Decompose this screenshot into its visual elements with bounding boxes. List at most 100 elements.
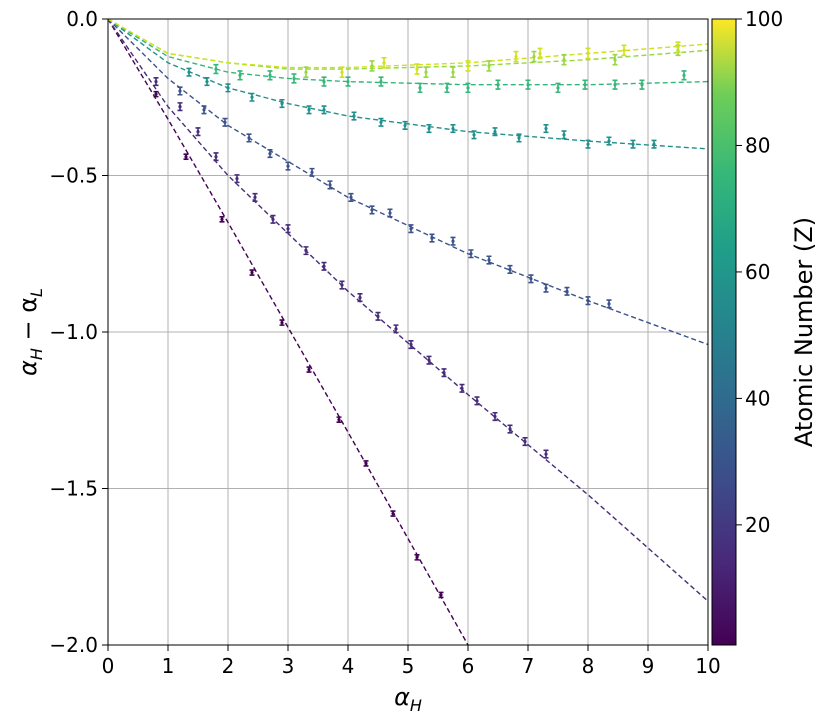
colorbar-label: Atomic Number (Z) <box>790 217 818 447</box>
point <box>370 208 374 212</box>
point <box>487 64 491 68</box>
colorbar-tick-label: 80 <box>745 133 770 157</box>
x-tick-label: 7 <box>522 654 535 678</box>
x-label-part: α <box>394 683 410 711</box>
x-tick-label: 10 <box>695 654 720 678</box>
point <box>430 236 434 240</box>
point <box>268 151 272 156</box>
point <box>538 51 542 56</box>
point <box>586 51 590 56</box>
point <box>556 86 560 90</box>
point <box>424 70 428 74</box>
x-tick-label: 2 <box>222 654 235 678</box>
point <box>493 130 497 134</box>
point <box>472 133 476 137</box>
point <box>379 120 383 124</box>
point <box>271 217 275 221</box>
point <box>370 64 374 68</box>
fit-line <box>107 18 709 602</box>
x-tick-label: 3 <box>282 654 295 678</box>
point <box>376 314 380 318</box>
point <box>532 54 536 59</box>
point <box>544 452 548 456</box>
point <box>280 101 284 106</box>
point <box>640 83 644 87</box>
point <box>496 83 500 87</box>
point <box>613 83 617 87</box>
point <box>565 289 569 293</box>
point <box>613 58 617 62</box>
point <box>403 123 407 128</box>
point <box>382 61 386 65</box>
point <box>514 54 518 59</box>
x-tick-label: 8 <box>582 654 595 678</box>
point <box>493 414 497 419</box>
point <box>607 302 611 306</box>
point <box>442 371 446 375</box>
y-tick-label: −1.0 <box>49 320 98 344</box>
point <box>676 45 680 49</box>
y-tick-label: 0.0 <box>66 7 98 31</box>
point <box>451 126 455 131</box>
point <box>286 164 290 168</box>
point <box>304 70 308 74</box>
x-tick-label: 4 <box>342 654 355 678</box>
y-label-part: − α <box>14 297 42 348</box>
point <box>517 136 521 140</box>
point <box>652 142 656 146</box>
point <box>394 327 398 331</box>
point <box>337 418 341 422</box>
x-tick-label: 6 <box>462 654 475 678</box>
point <box>391 511 395 516</box>
point <box>205 80 209 84</box>
point <box>415 555 419 559</box>
point <box>586 299 590 303</box>
y-axis-label: αH − αL <box>14 288 46 376</box>
point <box>379 80 383 84</box>
point <box>508 267 512 271</box>
point <box>178 105 182 109</box>
point <box>304 249 308 253</box>
point <box>487 258 491 262</box>
point <box>529 277 533 281</box>
point <box>196 130 200 134</box>
point <box>154 92 158 96</box>
point <box>307 367 311 372</box>
fit-line <box>107 18 709 69</box>
point <box>346 80 350 84</box>
point <box>607 139 611 143</box>
y-tick-label: −1.5 <box>49 477 98 501</box>
ticks: 0 1 2 3 4 5 6 7 8 9 10 −2.0 −1.5 −1.0 −0.5 0.0 20 40 60 80 1… <box>49 7 783 678</box>
point <box>250 95 254 99</box>
point <box>358 295 362 300</box>
point <box>178 89 182 93</box>
colorbar-tick-label: 40 <box>745 386 770 410</box>
point <box>427 126 431 131</box>
point <box>187 70 191 74</box>
fit-line <box>107 18 709 70</box>
point <box>238 73 242 77</box>
point <box>154 80 158 84</box>
point <box>544 286 548 290</box>
point <box>307 108 311 112</box>
points <box>153 41 687 599</box>
point <box>247 136 251 140</box>
point <box>622 48 626 52</box>
point <box>214 67 218 71</box>
point <box>466 86 470 90</box>
fit-line <box>107 18 709 150</box>
point <box>469 252 473 256</box>
point <box>562 58 566 62</box>
y-label-part: L <box>27 288 46 297</box>
point <box>445 86 449 90</box>
point <box>409 227 413 231</box>
colorbar <box>711 18 737 646</box>
point <box>286 227 290 231</box>
x-tick-label: 1 <box>162 654 175 678</box>
point <box>523 439 527 444</box>
point <box>223 120 227 124</box>
point <box>352 114 356 118</box>
point <box>418 86 422 90</box>
point <box>439 593 443 597</box>
